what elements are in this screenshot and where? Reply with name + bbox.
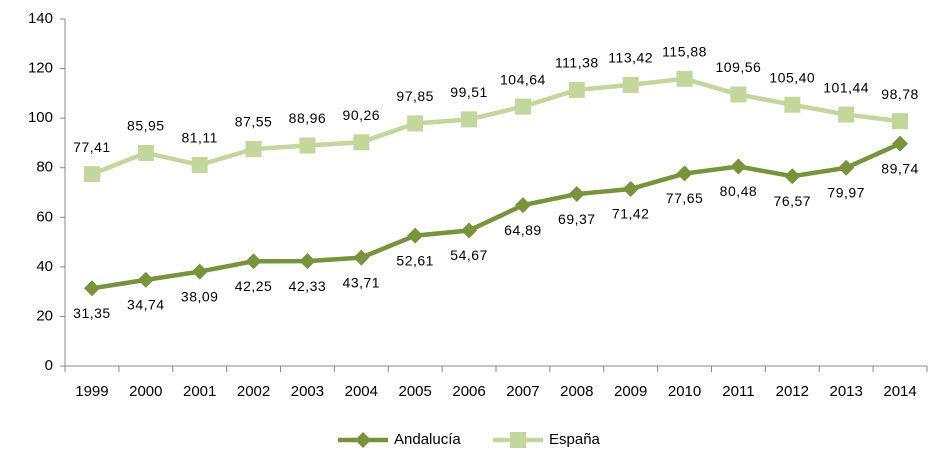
data-label: 43,71 <box>343 274 381 290</box>
data-label: 80,48 <box>720 183 758 199</box>
data-label: 42,33 <box>289 278 327 294</box>
marker <box>514 98 531 115</box>
data-label: 81,11 <box>181 130 218 146</box>
marker <box>892 135 909 152</box>
x-tick-label: 2003 <box>291 383 324 400</box>
data-label: 52,61 <box>396 252 434 268</box>
y-tick-label: 80 <box>36 159 53 176</box>
data-label: 98,78 <box>881 86 919 102</box>
data-label: 79,97 <box>827 184 865 200</box>
data-label: 89,74 <box>881 160 919 176</box>
marker <box>299 137 316 154</box>
x-tick-label: 1999 <box>75 383 108 400</box>
marker <box>407 227 424 244</box>
marker <box>730 158 747 175</box>
marker <box>137 271 154 288</box>
data-label: 31,35 <box>73 305 111 321</box>
series-line <box>91 141 901 291</box>
marker <box>355 432 371 448</box>
data-label: 109,56 <box>716 59 762 75</box>
marker <box>622 180 639 197</box>
data-label: 42,25 <box>235 278 273 294</box>
y-tick-label: 60 <box>36 208 53 225</box>
data-label: 34,74 <box>127 297 165 313</box>
y-tick-label: 0 <box>45 357 53 374</box>
x-tick-label: 2012 <box>776 383 809 400</box>
data-label: 87,55 <box>235 114 273 130</box>
marker <box>838 159 855 176</box>
data-label: 71,42 <box>612 206 650 222</box>
marker <box>892 113 909 130</box>
x-tick-label: 2002 <box>237 383 270 400</box>
marker <box>299 253 316 270</box>
x-tick-label: 2009 <box>614 383 647 400</box>
x-tick-label: 2011 <box>722 383 754 400</box>
legend-label: España <box>549 431 601 448</box>
data-label: 38,09 <box>181 288 219 304</box>
marker <box>838 106 855 123</box>
y-tick-label: 140 <box>28 10 53 27</box>
marker <box>407 115 424 132</box>
data-label: 97,85 <box>396 88 434 104</box>
data-label: 54,67 <box>450 247 488 263</box>
x-tick-label: 2014 <box>883 383 916 400</box>
data-label: 115,88 <box>662 43 707 59</box>
marker <box>83 280 100 297</box>
data-label: 113,42 <box>608 50 653 66</box>
data-label: 101,44 <box>823 79 869 95</box>
data-label: 77,65 <box>666 190 704 206</box>
x-tick-label: 2006 <box>452 383 485 400</box>
marker <box>191 263 208 280</box>
marker <box>730 86 747 103</box>
x-tick-label: 2007 <box>506 383 539 400</box>
data-label: 90,26 <box>343 107 381 123</box>
y-tick-label: 100 <box>28 109 53 126</box>
data-label: 105,40 <box>769 69 815 85</box>
data-label: 99,51 <box>450 84 488 100</box>
marker <box>784 96 801 113</box>
x-tick-label: 2013 <box>830 383 863 400</box>
marker <box>514 197 531 214</box>
x-tick-label: 2001 <box>183 383 216 400</box>
data-label: 104,64 <box>500 71 546 87</box>
marker <box>461 111 478 128</box>
marker <box>245 141 262 158</box>
series-line <box>91 76 901 177</box>
y-tick-label: 20 <box>36 307 53 324</box>
marker <box>353 249 370 266</box>
data-label: 111,38 <box>555 55 599 71</box>
marker <box>83 166 100 183</box>
data-label: 69,37 <box>558 211 596 227</box>
data-label: 76,57 <box>774 193 812 209</box>
legend-label: Andalucía <box>394 431 461 448</box>
y-tick-label: 120 <box>28 60 53 77</box>
x-tick-label: 2004 <box>345 383 378 400</box>
x-tick-label: 2010 <box>668 383 701 400</box>
x-tick-label: 2005 <box>399 383 432 400</box>
marker <box>510 432 526 448</box>
marker <box>245 253 262 270</box>
marker <box>676 70 693 87</box>
marker <box>568 186 585 203</box>
x-tick-label: 2000 <box>129 383 162 400</box>
marker <box>191 156 208 173</box>
marker <box>137 144 154 161</box>
y-tick-label: 40 <box>36 258 53 275</box>
marker <box>568 81 585 98</box>
marker <box>784 168 801 185</box>
marker <box>353 134 370 151</box>
marker <box>622 76 639 93</box>
data-label: 85,95 <box>127 118 165 134</box>
data-label: 77,41 <box>73 139 111 155</box>
marker <box>676 165 693 182</box>
data-label: 88,96 <box>289 110 327 126</box>
marker <box>461 222 478 239</box>
data-label: 64,89 <box>504 222 542 238</box>
x-tick-label: 2008 <box>560 383 593 400</box>
